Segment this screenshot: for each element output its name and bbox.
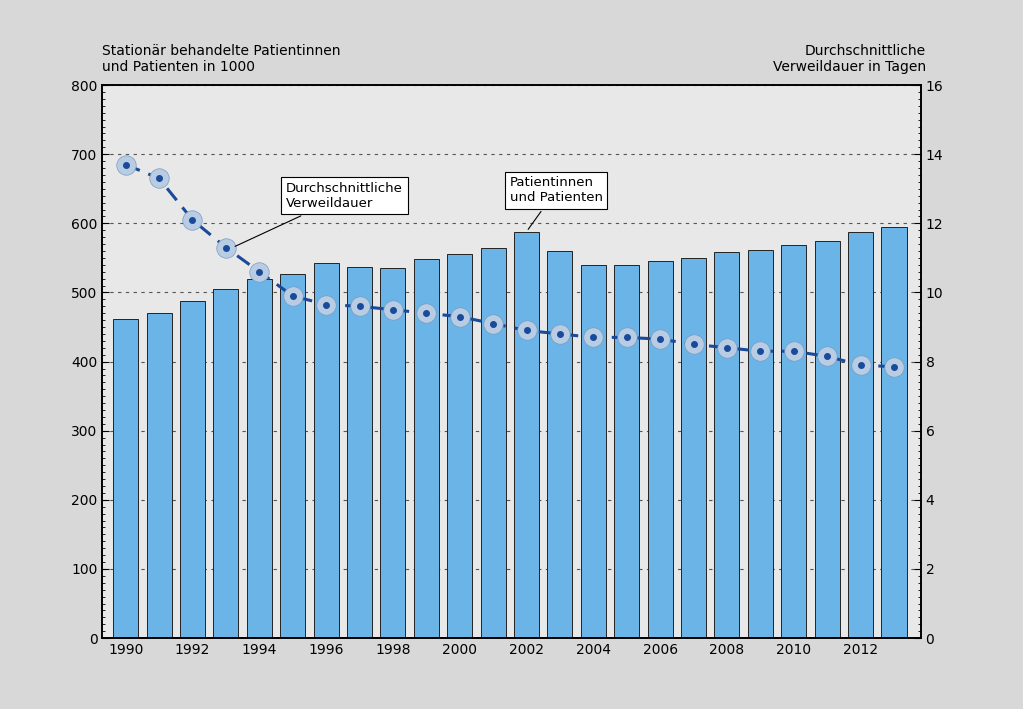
Bar <box>180 301 205 638</box>
Bar <box>146 313 172 638</box>
Text: Stationär behandelte Patientinnen
und Patienten in 1000: Stationär behandelte Patientinnen und Pa… <box>102 44 341 74</box>
Bar <box>347 267 372 638</box>
Bar <box>581 265 606 638</box>
Bar <box>381 268 405 638</box>
Bar <box>481 247 505 638</box>
Bar <box>214 289 238 638</box>
Bar <box>514 232 539 638</box>
Bar <box>681 258 706 638</box>
Bar <box>413 259 439 638</box>
Text: Durchschnittliche
Verweildauer: Durchschnittliche Verweildauer <box>235 182 403 246</box>
Bar <box>648 262 673 638</box>
Bar <box>714 252 740 638</box>
Bar <box>848 232 873 638</box>
Bar <box>314 263 339 638</box>
Bar <box>280 274 305 638</box>
Bar <box>247 279 272 638</box>
Bar <box>814 240 840 638</box>
Bar <box>782 245 806 638</box>
Bar <box>614 265 639 638</box>
Text: Patientinnen
und Patienten: Patientinnen und Patienten <box>509 176 603 230</box>
Bar <box>447 255 473 638</box>
Bar <box>882 227 906 638</box>
Bar <box>748 250 773 638</box>
Bar <box>547 251 573 638</box>
Text: Durchschnittliche
Verweildauer in Tagen: Durchschnittliche Verweildauer in Tagen <box>772 44 926 74</box>
Bar <box>114 319 138 638</box>
